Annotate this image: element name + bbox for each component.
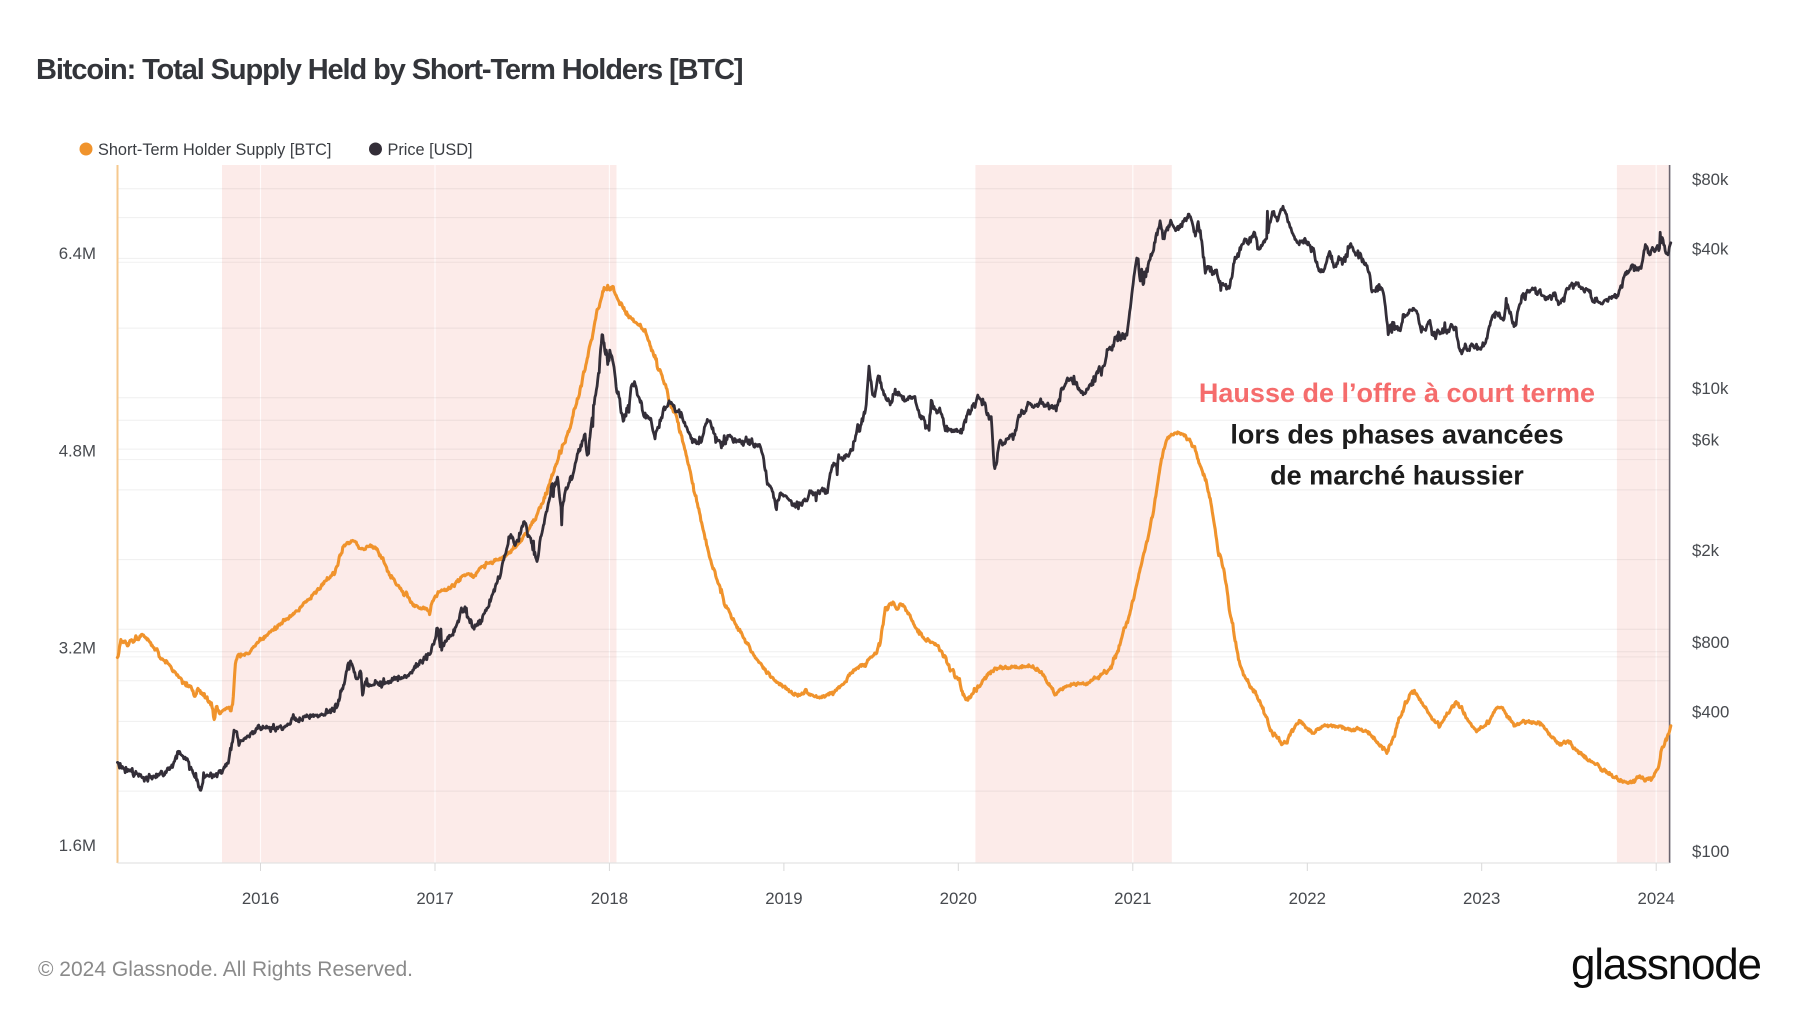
svg-text:6.4M: 6.4M (59, 244, 96, 263)
svg-text:$100: $100 (1692, 842, 1729, 861)
svg-text:3.2M: 3.2M (59, 639, 96, 658)
svg-text:$10k: $10k (1692, 379, 1729, 398)
svg-text:Bitcoin: Total Supply Held by: Bitcoin: Total Supply Held by Short-Term… (36, 54, 743, 86)
svg-text:$80k: $80k (1692, 170, 1729, 189)
svg-text:2021: 2021 (1114, 889, 1151, 908)
svg-text:Price [USD]: Price [USD] (388, 141, 473, 159)
svg-text:glassnode: glassnode (1571, 940, 1761, 989)
svg-text:© 2024 Glassnode. All Rights R: © 2024 Glassnode. All Rights Reserved. (38, 958, 413, 981)
svg-text:2018: 2018 (591, 889, 628, 908)
svg-text:2022: 2022 (1289, 889, 1326, 908)
svg-text:Short-Term Holder Supply [BTC]: Short-Term Holder Supply [BTC] (98, 141, 331, 159)
svg-text:2024: 2024 (1638, 889, 1675, 908)
svg-text:$40k: $40k (1692, 240, 1729, 259)
svg-text:$6k: $6k (1692, 430, 1720, 449)
svg-text:de marché haussier: de marché haussier (1270, 461, 1524, 491)
svg-text:2023: 2023 (1463, 889, 1500, 908)
svg-text:$400: $400 (1692, 703, 1729, 722)
svg-text:2017: 2017 (416, 889, 453, 908)
svg-text:1.6M: 1.6M (59, 836, 96, 855)
svg-text:2019: 2019 (765, 889, 802, 908)
svg-text:Hausse de l’offre à court term: Hausse de l’offre à court terme (1199, 378, 1595, 408)
svg-text:2016: 2016 (242, 889, 279, 908)
svg-text:lors des phases avancées: lors des phases avancées (1230, 420, 1563, 450)
svg-text:4.8M: 4.8M (59, 441, 96, 460)
svg-text:2020: 2020 (940, 889, 977, 908)
svg-text:$2k: $2k (1692, 541, 1720, 560)
svg-text:$800: $800 (1692, 633, 1729, 652)
